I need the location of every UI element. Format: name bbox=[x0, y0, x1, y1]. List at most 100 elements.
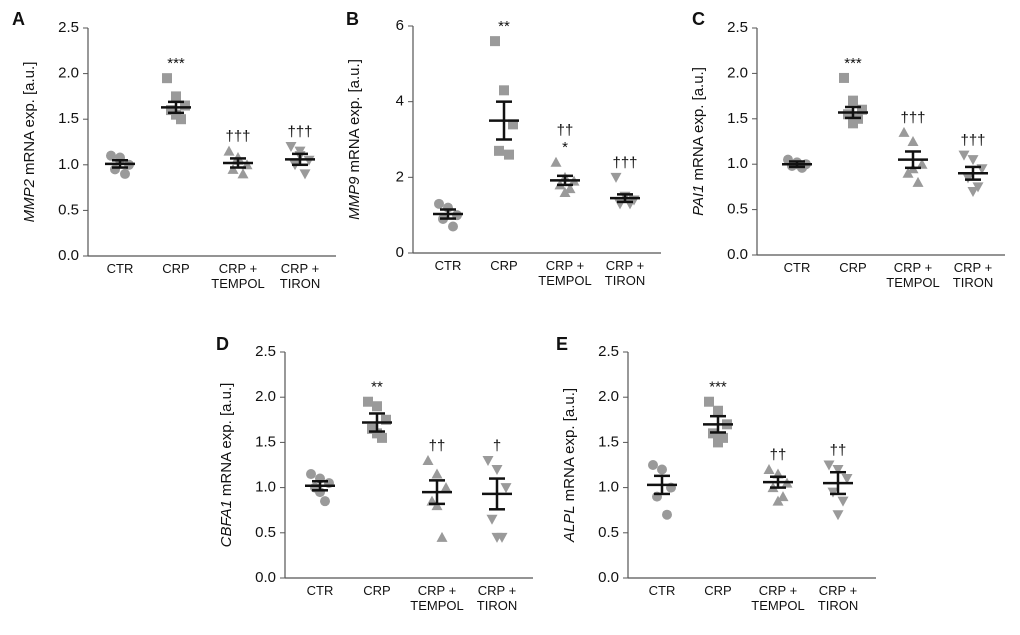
y-tick-label: 2.0 bbox=[58, 65, 79, 82]
y-axis-gene: CBFA1 bbox=[218, 500, 235, 547]
data-point bbox=[320, 496, 330, 507]
x-tick-label: CRP + TEMPOL bbox=[538, 258, 592, 288]
y-axis-gene: ALPL bbox=[561, 505, 578, 543]
data-point bbox=[713, 437, 723, 448]
y-tick-label: 2.5 bbox=[598, 343, 619, 360]
x-tick-label: CTR bbox=[434, 258, 462, 273]
x-tick-label: CTR bbox=[783, 260, 811, 275]
y-axis-label: MMP9 mRNA exp. [a.u.] bbox=[346, 59, 363, 220]
data-point bbox=[106, 150, 116, 161]
x-tick-label: CRP bbox=[490, 258, 518, 273]
data-point bbox=[110, 164, 120, 175]
significance-label: * bbox=[562, 139, 568, 156]
data-point bbox=[841, 474, 853, 485]
data-point bbox=[839, 72, 849, 83]
data-point bbox=[306, 469, 316, 480]
data-point bbox=[857, 104, 867, 115]
y-tick-label: 0.0 bbox=[598, 569, 619, 586]
data-point bbox=[490, 36, 500, 47]
panel-label: B bbox=[346, 9, 359, 29]
x-tick-label: CRP + TEMPOL bbox=[886, 260, 940, 290]
panel-label: E bbox=[556, 334, 568, 354]
data-point bbox=[898, 126, 910, 137]
y-tick-label: 0.0 bbox=[58, 247, 79, 264]
data-point bbox=[772, 495, 784, 506]
y-tick-label: 2.5 bbox=[58, 19, 79, 36]
x-tick-label: CRP + TEMPOL bbox=[751, 583, 805, 613]
data-point bbox=[763, 464, 775, 475]
y-axis-label: PAI1 mRNA exp. [a.u.] bbox=[690, 67, 707, 216]
data-point bbox=[550, 156, 562, 167]
y-axis-unit: mRNA exp. [a.u.] bbox=[561, 388, 578, 501]
x-tick-label: CRP + TIRON bbox=[476, 583, 518, 613]
y-tick-label: 4 bbox=[396, 93, 404, 110]
data-point bbox=[237, 168, 249, 179]
x-tick-label: CRP + TEMPOL bbox=[211, 261, 265, 291]
significance-label: †† bbox=[770, 446, 787, 463]
y-axis-unit: mRNA exp. [a.u.] bbox=[346, 59, 363, 172]
y-tick-label: 2.5 bbox=[727, 19, 748, 36]
data-point bbox=[564, 183, 576, 194]
y-tick-label: 1.5 bbox=[727, 110, 748, 127]
y-tick-label: 2.0 bbox=[598, 388, 619, 405]
x-tick-label: CRP + TIRON bbox=[952, 260, 994, 290]
significance-label: ††† bbox=[225, 128, 250, 145]
significance-label: ††† bbox=[960, 132, 985, 149]
data-point bbox=[777, 491, 789, 502]
data-point bbox=[713, 405, 723, 416]
data-point bbox=[227, 163, 239, 174]
data-point bbox=[657, 464, 667, 475]
significance-label: †† bbox=[429, 437, 446, 454]
data-point bbox=[704, 396, 714, 407]
data-point bbox=[967, 155, 979, 166]
y-axis-gene: MMP9 bbox=[346, 176, 363, 220]
data-point bbox=[500, 483, 512, 494]
x-tick-label: CRP + TIRON bbox=[604, 258, 646, 288]
significance-label: †† bbox=[830, 442, 847, 459]
y-axis-label: MMP2 mRNA exp. [a.u.] bbox=[21, 62, 38, 223]
y-tick-label: 1.5 bbox=[598, 433, 619, 450]
significance-label: † bbox=[493, 437, 501, 454]
data-point bbox=[907, 136, 919, 146]
x-tick-label: CRP bbox=[704, 583, 732, 598]
significance-label: ††† bbox=[612, 154, 637, 171]
x-tick-label: CRP + TIRON bbox=[279, 261, 321, 291]
x-tick-label: CRP bbox=[162, 261, 190, 276]
data-point bbox=[912, 176, 924, 187]
x-tick-label: CTR bbox=[306, 583, 334, 598]
x-tick-label: CRP bbox=[363, 583, 391, 598]
data-point bbox=[180, 100, 190, 111]
data-point bbox=[440, 482, 452, 493]
x-tick-label: CTR bbox=[648, 583, 676, 598]
data-point bbox=[504, 149, 514, 160]
data-point bbox=[299, 169, 311, 180]
y-tick-label: 6 bbox=[396, 17, 404, 34]
y-axis-unit: mRNA exp. [a.u.] bbox=[218, 383, 235, 496]
data-point bbox=[381, 414, 391, 425]
significance-label: ††† bbox=[900, 109, 925, 126]
data-point bbox=[967, 186, 979, 197]
y-tick-label: 2.5 bbox=[255, 343, 276, 360]
y-axis-gene: PAI1 bbox=[690, 184, 707, 215]
y-tick-label: 2.0 bbox=[255, 388, 276, 405]
data-point bbox=[434, 198, 444, 209]
data-point bbox=[285, 142, 297, 153]
data-point bbox=[171, 109, 181, 120]
y-tick-label: 1.5 bbox=[58, 110, 79, 127]
data-point bbox=[832, 510, 844, 521]
panel-label: D bbox=[216, 334, 229, 354]
y-tick-label: 2 bbox=[396, 168, 404, 185]
data-point bbox=[171, 91, 181, 102]
data-point bbox=[848, 118, 858, 129]
y-tick-label: 1.0 bbox=[727, 155, 748, 172]
y-tick-label: 2.0 bbox=[727, 64, 748, 81]
significance-label: ††† bbox=[287, 124, 312, 141]
panel-label: C bbox=[692, 9, 705, 29]
data-point bbox=[648, 460, 658, 470]
data-point bbox=[499, 85, 509, 96]
y-tick-label: 1.5 bbox=[255, 433, 276, 450]
significance-label: †† bbox=[557, 122, 574, 139]
data-point bbox=[431, 500, 443, 511]
